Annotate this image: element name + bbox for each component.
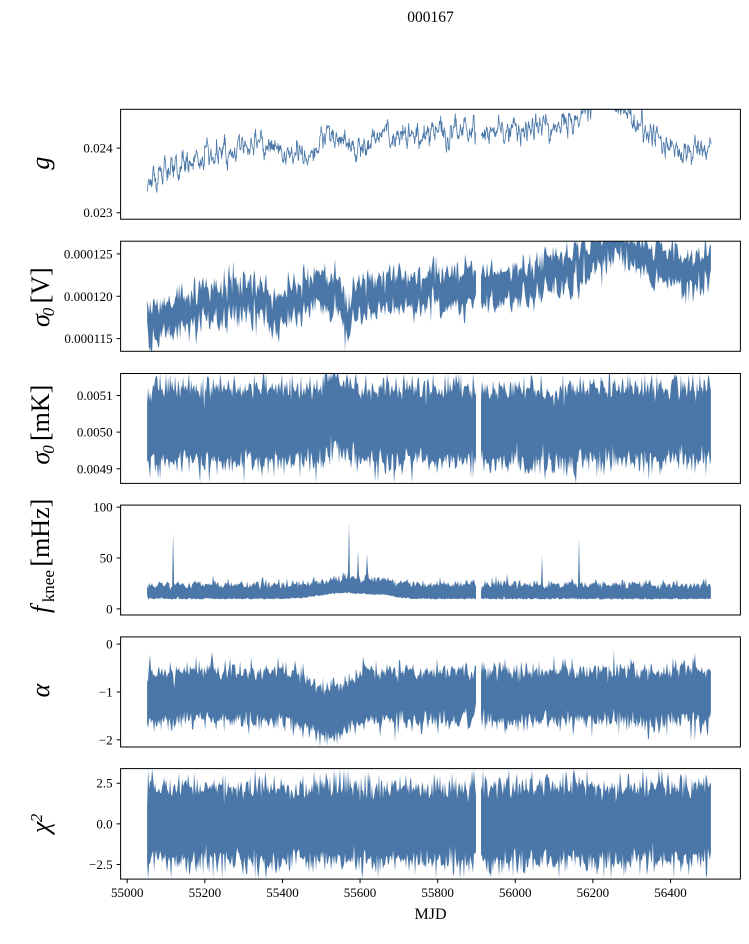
svg-text:[V]: [V] bbox=[26, 267, 55, 308]
svg-text:[mK]: [mK] bbox=[26, 385, 55, 447]
svg-text:χ: χ bbox=[26, 821, 55, 836]
svg-text:α: α bbox=[26, 682, 55, 697]
svg-text:100: 100 bbox=[93, 500, 113, 515]
svg-text:knee: knee bbox=[39, 570, 58, 602]
svg-text:0.023: 0.023 bbox=[83, 205, 112, 220]
svg-text:50: 50 bbox=[100, 551, 113, 566]
svg-text:0: 0 bbox=[106, 601, 113, 616]
svg-text:0: 0 bbox=[106, 637, 113, 652]
svg-text:MJD: MJD bbox=[414, 906, 446, 923]
svg-text:0.000115: 0.000115 bbox=[64, 331, 112, 346]
svg-text:0.0: 0.0 bbox=[96, 816, 112, 831]
svg-text:56000: 56000 bbox=[499, 885, 532, 900]
svg-text:g: g bbox=[26, 157, 55, 170]
svg-text:0.0050: 0.0050 bbox=[77, 425, 113, 440]
svg-text:000167: 000167 bbox=[407, 9, 454, 26]
svg-text:−1: −1 bbox=[99, 684, 113, 699]
svg-text:56200: 56200 bbox=[577, 885, 610, 900]
svg-text:[mHz]: [mHz] bbox=[26, 499, 55, 572]
svg-text:55800: 55800 bbox=[421, 885, 454, 900]
svg-text:2: 2 bbox=[27, 813, 46, 822]
svg-text:2.5: 2.5 bbox=[96, 776, 112, 791]
svg-text:56400: 56400 bbox=[654, 885, 687, 900]
svg-text:−2.5: −2.5 bbox=[89, 857, 113, 872]
svg-text:55600: 55600 bbox=[344, 885, 377, 900]
svg-text:0.000125: 0.000125 bbox=[64, 246, 113, 261]
svg-text:0.0051: 0.0051 bbox=[77, 388, 113, 403]
svg-text:0.000120: 0.000120 bbox=[64, 289, 113, 304]
svg-text:55400: 55400 bbox=[266, 885, 299, 900]
svg-text:0.024: 0.024 bbox=[83, 141, 113, 156]
svg-text:55000: 55000 bbox=[111, 885, 144, 900]
svg-text:0.0049: 0.0049 bbox=[77, 461, 113, 476]
svg-text:55200: 55200 bbox=[189, 885, 222, 900]
svg-text:−2: −2 bbox=[99, 732, 113, 747]
